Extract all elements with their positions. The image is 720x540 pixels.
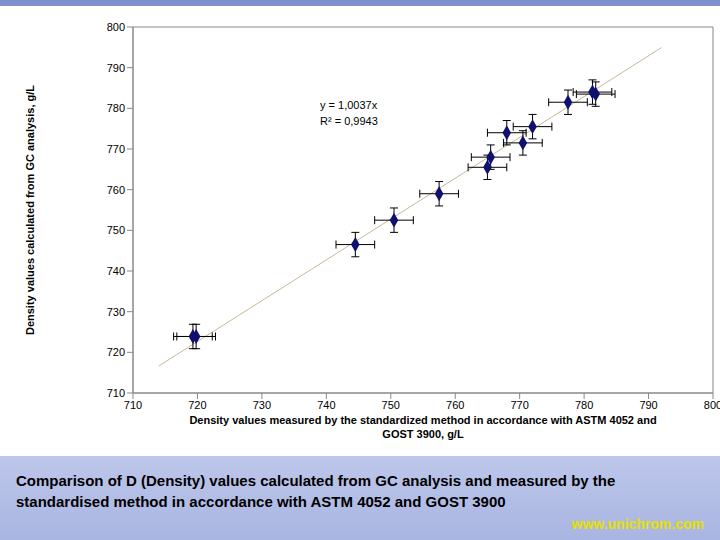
svg-text:780: 780 (575, 399, 593, 411)
svg-text:730: 730 (253, 399, 271, 411)
svg-text:750: 750 (107, 224, 125, 236)
svg-text:800: 800 (107, 21, 125, 33)
html-text:Comparison of D (Density) valu: Comparison of D (Density) values calcula… (16, 472, 616, 510)
svg-text:800: 800 (704, 399, 712, 411)
svg-text:720: 720 (107, 346, 125, 358)
svg-text:780: 780 (107, 102, 125, 114)
html-text:Density values measured by the: Density values measured by the standardi… (189, 414, 657, 440)
svg-text:750: 750 (382, 399, 400, 411)
svg-text:710: 710 (107, 387, 125, 399)
svg-text:720: 720 (188, 399, 206, 411)
svg-text:770: 770 (510, 399, 528, 411)
svg-text:770: 770 (107, 143, 125, 155)
html-text:y = 1,0037x: y = 1,0037x (320, 99, 378, 111)
svg-text:790: 790 (107, 62, 125, 74)
svg-text:740: 740 (107, 265, 125, 277)
html-text:R² = 0,9943: R² = 0,9943 (320, 115, 378, 127)
svg-text:730: 730 (107, 306, 125, 318)
svg-text:790: 790 (639, 399, 657, 411)
svg-text:760: 760 (107, 184, 125, 196)
svg-text:760: 760 (446, 399, 464, 411)
svg-text:710: 710 (124, 399, 142, 411)
html-text:www.unichrom.com: www.unichrom.com (571, 516, 704, 532)
svg-text:740: 740 (317, 399, 335, 411)
html-text:Density values calculated from: Density values calculated from GC analys… (24, 85, 36, 335)
